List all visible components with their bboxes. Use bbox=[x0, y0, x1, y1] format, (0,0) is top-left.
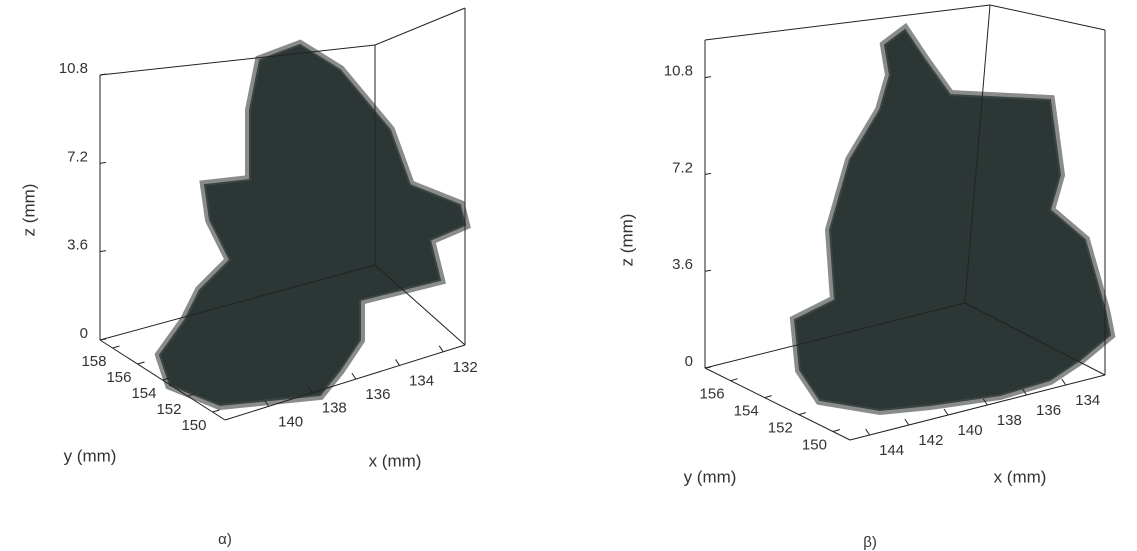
z-tick-label: 0 bbox=[685, 353, 693, 370]
y-tick-label: 156 bbox=[700, 386, 725, 403]
x-tick bbox=[264, 400, 270, 407]
box-edge bbox=[704, 302, 966, 369]
x-tick-label: 138 bbox=[322, 400, 347, 417]
x-tick bbox=[865, 428, 871, 436]
y-tick-label: 152 bbox=[156, 401, 181, 418]
box-edge bbox=[849, 374, 1106, 441]
x-tick bbox=[1061, 378, 1067, 386]
y-tick bbox=[832, 429, 841, 433]
z-tick bbox=[704, 172, 712, 175]
box-edge bbox=[704, 4, 991, 41]
x-tick-label: 138 bbox=[997, 412, 1022, 429]
voxel-volume-a bbox=[154, 39, 471, 411]
x-tick-label: 134 bbox=[1075, 392, 1100, 409]
y-tick bbox=[187, 393, 195, 397]
z-tick-label: 7.2 bbox=[672, 159, 693, 176]
z-tick-label: 3.6 bbox=[672, 256, 693, 273]
y-tick bbox=[764, 395, 772, 399]
box-edge bbox=[989, 4, 1106, 31]
x-tick bbox=[395, 359, 400, 366]
y-tick-label: 150 bbox=[181, 417, 206, 434]
x-tick bbox=[438, 345, 444, 353]
x-tick bbox=[1022, 388, 1027, 396]
x-tick-label: 140 bbox=[958, 422, 983, 439]
z-tick bbox=[99, 161, 107, 164]
voxel-body bbox=[158, 43, 467, 407]
x-tick-label: 142 bbox=[918, 432, 943, 449]
y-tick-label: 152 bbox=[768, 420, 793, 437]
y-tick bbox=[730, 378, 738, 382]
x-axis-label: x (mm) bbox=[994, 467, 1047, 486]
y-tick bbox=[798, 412, 806, 416]
y-tick-label: 158 bbox=[81, 353, 106, 370]
z-axis-label: z (mm) bbox=[19, 184, 38, 237]
x-tick-label: 134 bbox=[409, 372, 434, 389]
x-tick-label: 136 bbox=[1036, 402, 1061, 419]
z-tick bbox=[704, 366, 712, 369]
x-tick-label: 140 bbox=[278, 413, 303, 430]
y-axis-label: y (mm) bbox=[684, 467, 737, 486]
x-tick bbox=[351, 372, 357, 380]
voxel-volume-b bbox=[789, 22, 1116, 416]
x-tick bbox=[904, 418, 910, 426]
z-tick bbox=[99, 250, 107, 253]
z-tick bbox=[704, 269, 712, 272]
x-tick bbox=[943, 408, 949, 416]
box-edge bbox=[224, 344, 466, 421]
box-edge bbox=[99, 44, 376, 76]
x-tick-label: 132 bbox=[453, 359, 478, 376]
x-tick-label: 144 bbox=[879, 442, 904, 459]
box-edge bbox=[704, 367, 851, 441]
panel-caption: β) bbox=[863, 534, 877, 551]
z-tick-label: 10.8 bbox=[664, 63, 693, 80]
y-tick-label: 156 bbox=[106, 369, 131, 386]
panel-caption: α) bbox=[218, 531, 232, 548]
z-tick-label: 10.8 bbox=[59, 60, 88, 77]
x-tick bbox=[307, 386, 313, 394]
z-tick bbox=[99, 338, 107, 341]
x-axis-label: x (mm) bbox=[369, 451, 422, 470]
y-tick-label: 154 bbox=[734, 403, 759, 420]
voxel-body bbox=[793, 28, 1112, 412]
y-tick bbox=[162, 377, 170, 381]
box-edge bbox=[964, 4, 991, 304]
box-edge bbox=[374, 7, 466, 46]
y-axis-label: y (mm) bbox=[64, 446, 117, 465]
box-edge bbox=[99, 264, 376, 341]
box-edge bbox=[964, 302, 1106, 376]
z-tick-label: 7.2 bbox=[67, 148, 88, 165]
z-axis-label: z (mm) bbox=[617, 214, 636, 267]
z-tick bbox=[704, 76, 712, 79]
y-tick bbox=[112, 345, 120, 349]
y-tick-label: 154 bbox=[131, 385, 156, 402]
z-tick-label: 3.6 bbox=[67, 237, 88, 254]
x-tick bbox=[982, 398, 988, 406]
y-tick bbox=[137, 361, 145, 365]
box-edge bbox=[374, 264, 466, 346]
x-tick-label: 136 bbox=[365, 386, 390, 403]
z-tick-label: 0 bbox=[80, 325, 88, 342]
y-tick-label: 150 bbox=[802, 436, 827, 453]
y-tick bbox=[212, 409, 220, 413]
z-tick bbox=[99, 73, 107, 76]
